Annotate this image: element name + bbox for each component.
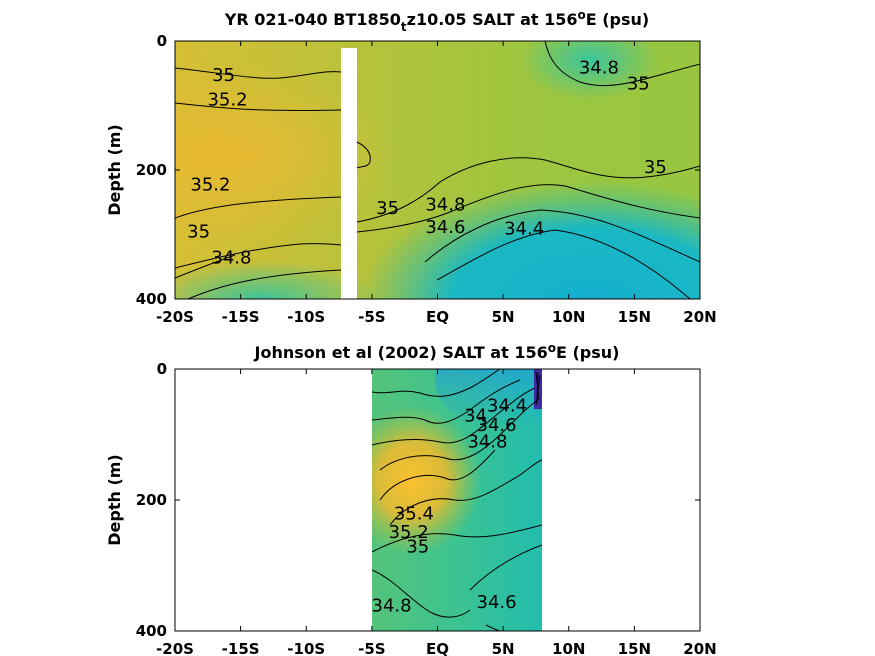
x-tick-label: 20N xyxy=(683,308,716,326)
contour-label: 35.2 xyxy=(190,175,230,196)
y-tick-label: 400 xyxy=(136,622,167,640)
y-tick-label: 200 xyxy=(136,491,167,509)
y-axis-label-model: Depth (m) xyxy=(105,124,124,216)
title-rest-model: z10.05 SALT at 156 xyxy=(407,10,578,29)
x-tick-label: 10N xyxy=(552,640,585,656)
x-tick-label: -5S xyxy=(358,640,385,656)
chart-title-model: YR 021-040 BT1850tz10.05 SALT at 156oE (… xyxy=(224,8,649,34)
contour-label: 35 xyxy=(406,536,429,557)
x-tick-label: -10S xyxy=(287,308,325,326)
contour-label: 35.2 xyxy=(389,522,429,543)
contour-label: 35 xyxy=(376,198,399,219)
contour-label: 34.4 xyxy=(504,219,544,240)
y-tick-label: 0 xyxy=(157,32,167,50)
contour-label: 35 xyxy=(187,222,210,243)
title-text-observed: Johnson et al (2002) SALT at 156 xyxy=(254,343,548,362)
contour-label: 34.6 xyxy=(425,217,465,238)
contour-label: 34.8 xyxy=(579,57,619,78)
contour-label: 34.4 xyxy=(487,396,527,417)
x-tick-label: -20S xyxy=(156,640,194,656)
title-end-observed: E (psu) xyxy=(556,343,620,362)
y-tick-label: 400 xyxy=(136,290,167,308)
x-ticks-model: -20S -15S -10S -5S EQ 5N 10N 15N 20N xyxy=(156,41,717,326)
x-tick-label: EQ xyxy=(426,308,449,326)
x-tick-label: 20N xyxy=(683,640,716,656)
x-tick-label: 5N xyxy=(492,640,515,656)
x-tick-label: 15N xyxy=(618,640,651,656)
title-degree-model: o xyxy=(577,8,585,22)
salinity-field-model xyxy=(175,41,700,299)
chart-title-observed: Johnson et al (2002) SALT at 156oE (psu) xyxy=(254,341,620,362)
contour-label: 34.6 xyxy=(477,592,517,613)
x-tick-label: -20S xyxy=(156,308,194,326)
contour-lines-observed xyxy=(372,369,542,631)
contour-label: 34.8 xyxy=(211,248,251,269)
x-ticks-observed: -20S -15S -10S -5S EQ 5N 10N 15N 20N xyxy=(156,369,717,656)
y-ticks-observed: 0 200 400 xyxy=(136,360,700,640)
x-tick-label: 10N xyxy=(552,308,585,326)
contour-label: 35 xyxy=(627,73,650,94)
title-degree-observed: o xyxy=(548,341,556,355)
y-axis-label-observed: Depth (m) xyxy=(105,454,124,546)
title-end-model: E (psu) xyxy=(586,10,650,29)
contour-label: 34 xyxy=(464,405,487,426)
contour-label: 34.6 xyxy=(477,415,517,436)
y-tick-label: 0 xyxy=(157,360,167,378)
missing-data-gap xyxy=(341,48,357,299)
x-tick-label: EQ xyxy=(426,640,449,656)
contour-label: 35 xyxy=(212,65,235,86)
title-subscript-model: t xyxy=(401,20,407,34)
y-ticks-model: 0 200 400 xyxy=(136,32,700,308)
contour-label: 35.2 xyxy=(207,90,247,111)
title-text-model: YR 021-040 BT1850 xyxy=(224,10,401,29)
contour-label: 35.4 xyxy=(394,504,434,525)
x-tick-label: 15N xyxy=(618,308,651,326)
x-tick-label: 5N xyxy=(492,308,515,326)
x-tick-label: -15S xyxy=(222,640,260,656)
x-tick-label: -10S xyxy=(287,640,325,656)
contour-label: 34.8 xyxy=(372,595,412,616)
contour-label: 35 xyxy=(644,157,667,178)
contour-label: 34.8 xyxy=(467,432,507,453)
x-tick-label: -15S xyxy=(222,308,260,326)
contour-lines-model xyxy=(175,41,700,299)
x-tick-label: -5S xyxy=(358,308,385,326)
contour-label: 34.8 xyxy=(425,195,465,216)
y-tick-label: 200 xyxy=(136,161,167,179)
